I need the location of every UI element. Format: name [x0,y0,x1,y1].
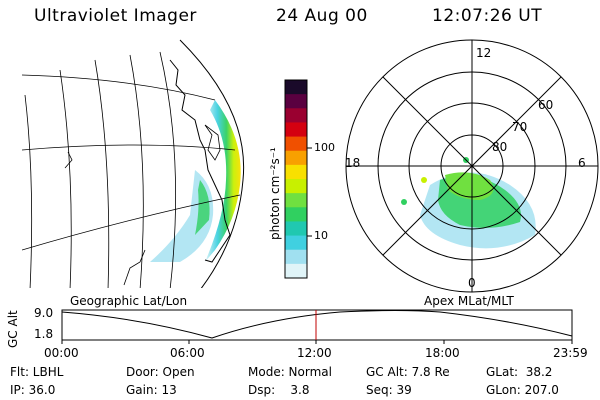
time-tick-0600: 06:00 [170,346,205,360]
colorbar-tick-100: 100 [314,141,335,154]
apex-label: Apex MLat/MLT [424,294,514,308]
mlt-label-18: 18 [345,156,361,170]
gc-alt-value: GC Alt: 7.8 Re [366,365,450,379]
mlt-label-6: 6 [578,156,586,170]
colorbar-band [285,150,307,166]
gain-value: Gain: 13 [126,383,177,397]
geographic-label: Geographic Lat/Lon [70,294,188,308]
colorbar-tick-10: 10 [314,229,328,242]
door-value: Door: Open [126,365,195,379]
colorbar-band [285,179,307,194]
colorbar-band [285,108,307,123]
mode-value: Mode: Normal [248,365,332,379]
colorbar-band [285,235,307,251]
time-tick-1800: 18:00 [425,346,460,360]
colorbar-band [285,164,307,180]
filter-value: Flt: LBHL [10,365,64,379]
ip-value: IP: 36.0 [10,383,56,397]
time-tick-0000: 00:00 [44,346,79,360]
glon-value: GLon: 207.0 [486,383,559,397]
mlat-label-70: 70 [512,120,528,134]
colorbar-band [285,122,307,138]
colorbar-band [285,263,307,279]
colorbar-band [285,193,307,208]
mlat-label-80: 80 [492,140,508,154]
gc-alt-tick-9: 9.0 [34,306,54,320]
glat-value: GLat: 38.2 [486,365,553,379]
colorbar-band [285,249,307,265]
mlt-label-0: 0 [468,276,476,290]
gc-alt-tick-1-8: 1.8 [34,327,54,341]
gc-alt-axis-label: GC Alt [6,310,20,348]
time-display: 12:07:26 UT [432,6,543,26]
mlt-label-12: 12 [476,46,492,60]
seq-value: Seq: 39 [366,383,412,397]
colorbar-band [285,80,307,95]
date-display: 24 Aug 00 [276,6,368,26]
mlat-label-60: 60 [538,98,554,112]
colorbar-band [285,207,307,222]
time-tick-1200: 12:00 [297,346,332,360]
time-tick-2359: 23:59 [553,346,588,360]
colorbar-band [285,136,307,152]
dsp-value: Dsp: 3.8 [248,383,310,397]
app-title: Ultraviolet Imager [34,6,197,26]
colorbar-band [285,94,307,109]
colorbar-band [285,221,307,237]
